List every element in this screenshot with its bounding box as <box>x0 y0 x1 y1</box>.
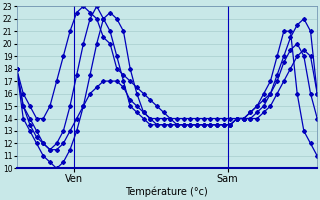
X-axis label: Température (°c): Température (°c) <box>125 187 208 197</box>
